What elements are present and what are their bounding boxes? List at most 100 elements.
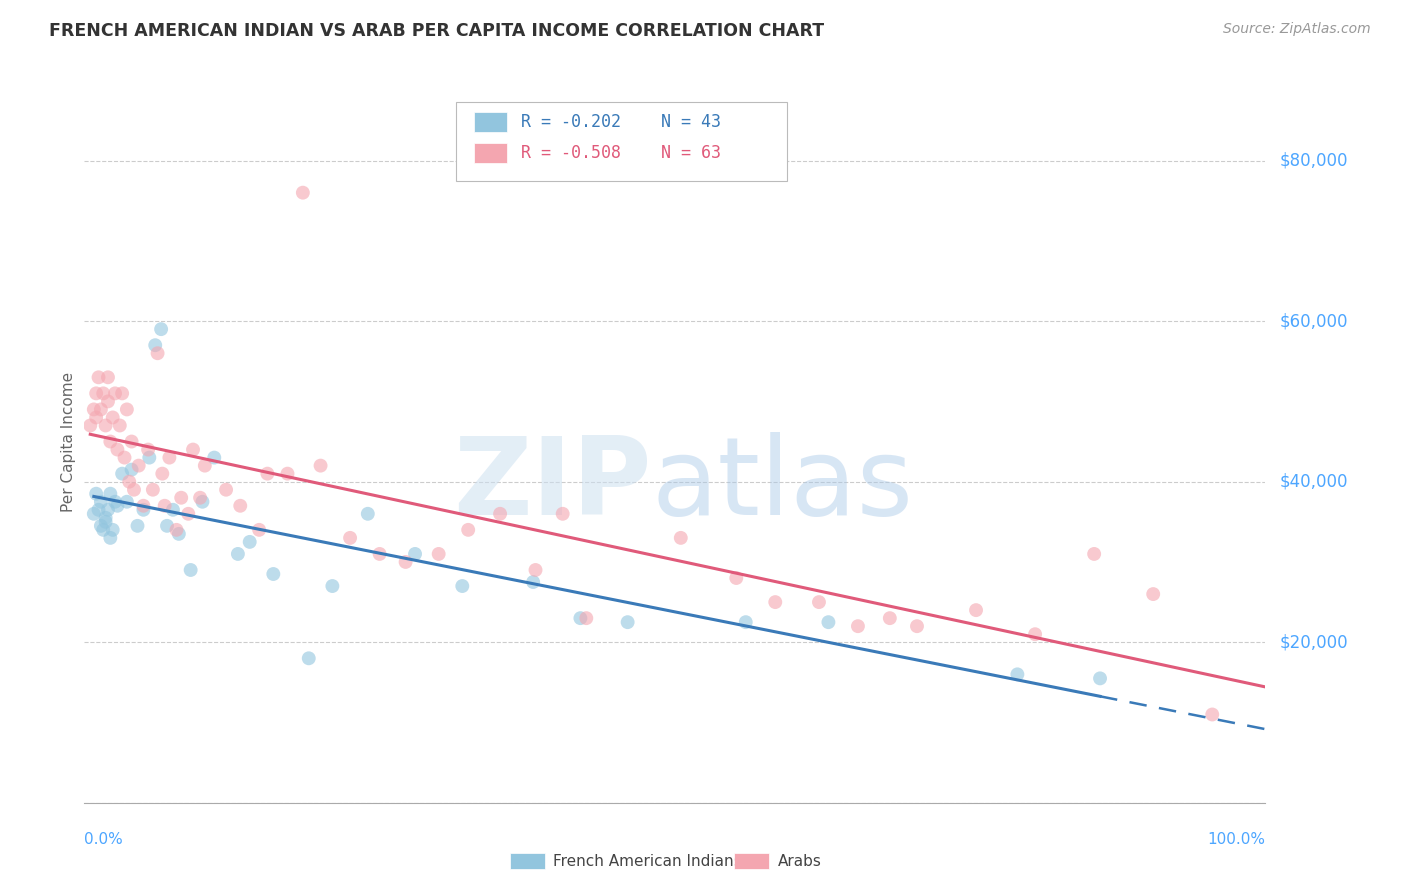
Text: Arabs: Arabs: [778, 854, 821, 869]
Point: [1083, 547, 1105, 561]
Point: [98, 531, 121, 545]
Point: [846, 619, 869, 633]
Point: [132, 499, 155, 513]
Point: [107, 442, 129, 457]
Point: [170, 491, 193, 505]
Point: [451, 579, 474, 593]
Point: [146, 346, 169, 360]
Point: [101, 410, 124, 425]
Point: [107, 499, 129, 513]
Point: [522, 574, 544, 589]
Point: [104, 386, 127, 401]
Bar: [474, 112, 508, 132]
Point: [262, 567, 284, 582]
Point: [817, 615, 839, 630]
Point: [551, 507, 574, 521]
Point: [87, 370, 110, 384]
Bar: [474, 143, 508, 163]
Point: [575, 611, 598, 625]
Point: [104, 494, 127, 508]
Point: [83, 402, 105, 417]
Point: [79, 418, 101, 433]
Point: [150, 467, 173, 481]
Point: [256, 467, 278, 481]
Point: [321, 579, 343, 593]
Point: [247, 523, 270, 537]
Point: [118, 475, 141, 489]
Point: [153, 499, 176, 513]
Point: [167, 526, 190, 541]
Point: [309, 458, 332, 473]
Point: [188, 491, 211, 505]
Point: [569, 611, 592, 625]
FancyBboxPatch shape: [457, 102, 787, 181]
Text: FRENCH AMERICAN INDIAN VS ARAB PER CAPITA INCOME CORRELATION CHART: FRENCH AMERICAN INDIAN VS ARAB PER CAPIT…: [49, 22, 824, 40]
Point: [136, 442, 159, 457]
Point: [90, 494, 112, 508]
Point: [177, 507, 200, 521]
Point: [121, 434, 143, 449]
Text: ZIP: ZIP: [453, 432, 651, 538]
Point: [489, 507, 512, 521]
Point: [128, 458, 150, 473]
Point: [394, 555, 416, 569]
Point: [84, 410, 107, 425]
Point: [202, 450, 225, 465]
Point: [357, 507, 380, 521]
Point: [143, 338, 166, 352]
Point: [734, 615, 756, 630]
Point: [157, 450, 180, 465]
Point: [98, 434, 121, 449]
Point: [905, 619, 928, 633]
Text: $80,000: $80,000: [1279, 152, 1348, 169]
Text: 100.0%: 100.0%: [1208, 831, 1265, 847]
Point: [807, 595, 830, 609]
Point: [404, 547, 426, 561]
Point: [1142, 587, 1164, 601]
Point: [114, 450, 136, 465]
Point: [191, 494, 214, 508]
Point: [90, 518, 112, 533]
Point: [457, 523, 479, 537]
Point: [115, 402, 138, 417]
Point: [669, 531, 692, 545]
Point: [339, 531, 361, 545]
Point: [291, 186, 314, 200]
Point: [276, 467, 298, 481]
Point: [84, 486, 107, 500]
Point: [127, 518, 149, 533]
Text: 0.0%: 0.0%: [84, 831, 124, 847]
Point: [122, 483, 145, 497]
Point: [524, 563, 547, 577]
Point: [156, 518, 179, 533]
Y-axis label: Per Capita Income: Per Capita Income: [60, 371, 76, 512]
Point: [115, 494, 138, 508]
Point: [879, 611, 901, 625]
Text: Source: ZipAtlas.com: Source: ZipAtlas.com: [1223, 22, 1371, 37]
Point: [427, 547, 450, 561]
Point: [111, 467, 134, 481]
Text: $20,000: $20,000: [1279, 633, 1348, 651]
Point: [97, 394, 120, 409]
Point: [181, 442, 204, 457]
Point: [138, 450, 160, 465]
Point: [763, 595, 786, 609]
Point: [91, 386, 114, 401]
Point: [97, 370, 120, 384]
Point: [111, 386, 134, 401]
Point: [87, 502, 110, 516]
Point: [1201, 707, 1223, 722]
Point: [91, 523, 114, 537]
Point: [94, 418, 117, 433]
Point: [616, 615, 638, 630]
Point: [90, 402, 112, 417]
Text: $60,000: $60,000: [1279, 312, 1348, 330]
Point: [368, 547, 391, 561]
Point: [108, 418, 131, 433]
Point: [298, 651, 321, 665]
Text: R = -0.508    N = 63: R = -0.508 N = 63: [522, 145, 721, 162]
Point: [239, 534, 262, 549]
Point: [142, 483, 165, 497]
Point: [226, 547, 249, 561]
Point: [194, 458, 217, 473]
